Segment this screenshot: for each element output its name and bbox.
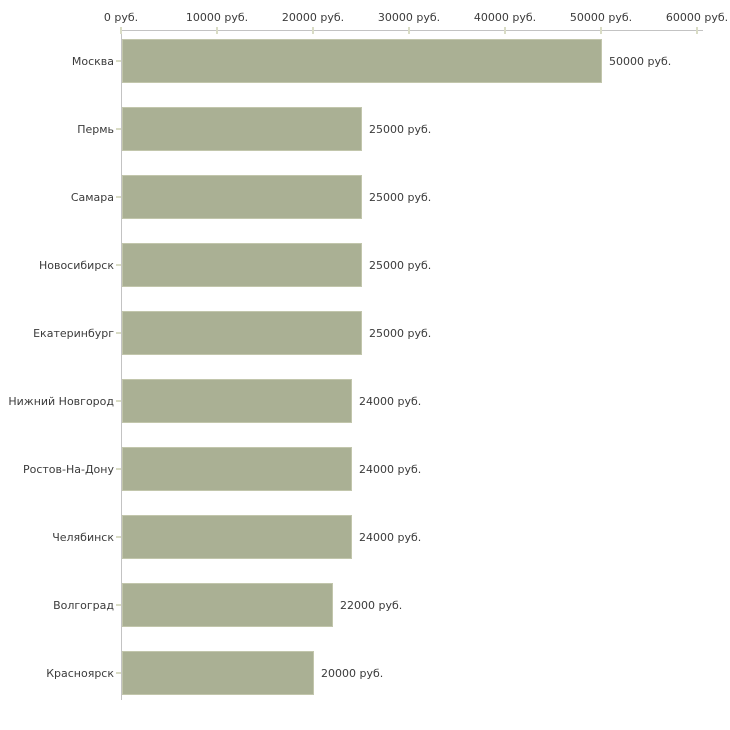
x-tick-mark bbox=[312, 27, 314, 34]
bar bbox=[122, 175, 362, 219]
y-tick-mark bbox=[116, 60, 121, 62]
x-tick-label: 20000 руб. bbox=[281, 11, 345, 24]
y-tick-mark bbox=[116, 128, 121, 130]
y-tick-mark bbox=[116, 604, 121, 606]
y-tick-mark bbox=[116, 332, 121, 334]
value-label: 25000 руб. bbox=[369, 326, 432, 340]
category-label: Челябинск bbox=[52, 530, 114, 544]
value-label: 22000 руб. bbox=[340, 598, 403, 612]
bar bbox=[122, 107, 362, 151]
value-label: 24000 руб. bbox=[359, 394, 422, 408]
category-label: Красноярск bbox=[46, 666, 114, 680]
y-tick-mark bbox=[116, 536, 121, 538]
y-tick-mark bbox=[116, 264, 121, 266]
y-tick-mark bbox=[116, 196, 121, 198]
y-axis-line bbox=[121, 30, 122, 700]
x-tick-mark bbox=[120, 27, 122, 34]
x-tick-mark bbox=[504, 27, 506, 34]
category-label: Москва bbox=[71, 54, 114, 68]
bar bbox=[122, 515, 352, 559]
x-tick-mark bbox=[696, 27, 698, 34]
x-tick-label: 60000 руб. bbox=[665, 11, 729, 24]
x-tick-label: 10000 руб. bbox=[185, 11, 249, 24]
y-tick-mark bbox=[116, 400, 121, 402]
value-label: 25000 руб. bbox=[369, 122, 432, 136]
value-label: 24000 руб. bbox=[359, 462, 422, 476]
category-label: Новосибирск bbox=[38, 258, 114, 272]
bar bbox=[122, 379, 352, 423]
x-tick-label: 50000 руб. bbox=[569, 11, 633, 24]
bar bbox=[122, 583, 333, 627]
category-label: Самара bbox=[70, 190, 114, 204]
x-tick-mark bbox=[216, 27, 218, 34]
bar bbox=[122, 447, 352, 491]
category-label: Пермь bbox=[77, 122, 114, 136]
category-label: Ростов-На-Дону bbox=[22, 462, 114, 476]
x-tick-label: 30000 руб. bbox=[377, 11, 441, 24]
value-label: 25000 руб. bbox=[369, 258, 432, 272]
x-tick-mark bbox=[600, 27, 602, 34]
x-tick-label: 0 руб. bbox=[103, 11, 139, 24]
x-tick-label: 40000 руб. bbox=[473, 11, 537, 24]
value-label: 25000 руб. bbox=[369, 190, 432, 204]
bar bbox=[122, 311, 362, 355]
bar bbox=[122, 39, 602, 83]
y-tick-mark bbox=[116, 468, 121, 470]
category-label: Нижний Новгород bbox=[8, 394, 114, 408]
y-tick-mark bbox=[116, 672, 121, 674]
bar bbox=[122, 243, 362, 287]
x-tick-mark bbox=[408, 27, 410, 34]
value-label: 50000 руб. bbox=[609, 54, 672, 68]
category-label: Екатеринбург bbox=[33, 326, 114, 340]
value-label: 20000 руб. bbox=[321, 666, 384, 680]
category-label: Волгоград bbox=[53, 598, 114, 612]
value-label: 24000 руб. bbox=[359, 530, 422, 544]
bar bbox=[122, 651, 314, 695]
x-axis-line bbox=[121, 30, 703, 31]
